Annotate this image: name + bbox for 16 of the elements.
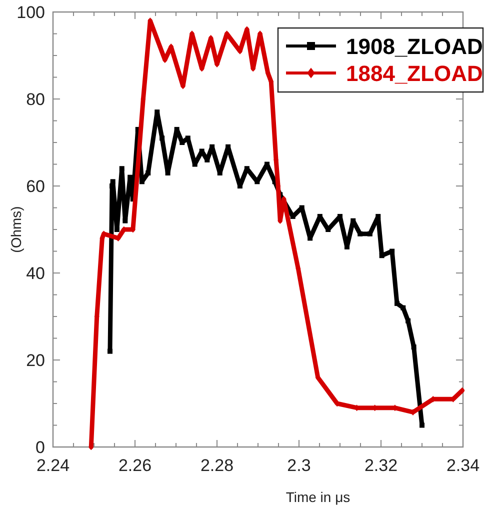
x-tick-label: 2.28 [200,456,234,475]
legend-label: 1908_ZLOAD [346,34,483,59]
x-tick-label: 2.26 [118,456,152,475]
y-tick-label: 60 [26,177,45,196]
x-tick-label: 2.32 [364,456,398,475]
y-tick-label: 40 [26,264,45,283]
x-axis-title: Time in μs [286,489,350,505]
x-tick-label: 2.3 [287,456,311,475]
y-tick-label: 80 [26,90,45,109]
y-tick-label: 0 [36,438,45,457]
legend-label: 1884_ZLOAD [346,61,483,86]
y-tick-label: 20 [26,351,45,370]
x-tick-label: 2.24 [36,456,70,475]
x-tick-label: 2.34 [446,456,480,475]
y-tick-label: 100 [16,3,45,22]
y-axis-title: (Ohms) [8,206,24,253]
